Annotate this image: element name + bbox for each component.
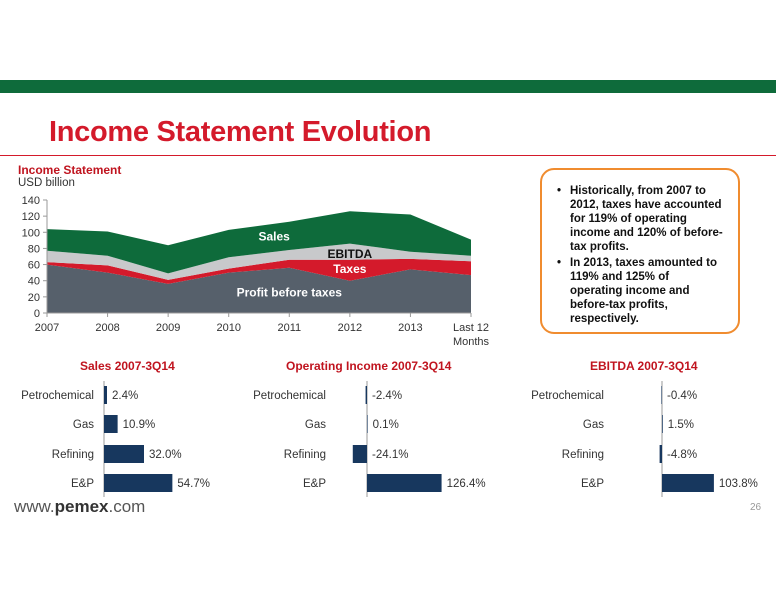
series-label: EBITDA <box>328 247 373 261</box>
sales-value-label: 54.7% <box>177 478 210 490</box>
sales-category-label: Petrochemical <box>21 390 94 402</box>
x-tick-label: 2007 <box>35 322 59 334</box>
footer-url-suffix: .com <box>108 497 146 516</box>
x-tick-label: Months <box>453 336 490 348</box>
callout-list: Historically, from 2007 to 2012, taxes h… <box>556 184 724 326</box>
x-tick-label: 2011 <box>277 322 301 334</box>
operating-income-category-label: E&P <box>303 478 326 490</box>
y-tick-label: 80 <box>28 243 40 255</box>
ebitda-category-label: E&P <box>581 478 604 490</box>
sales-bar <box>104 474 173 492</box>
sales-category-label: Refining <box>52 449 94 461</box>
ebitda-bar <box>659 445 662 463</box>
sales-value-label: 2.4% <box>112 390 138 402</box>
main-chart-heading: Income Statement <box>18 163 122 177</box>
callout-box: Historically, from 2007 to 2012, taxes h… <box>540 168 740 334</box>
sales-bar <box>104 445 144 463</box>
y-tick-label: 20 <box>28 292 40 304</box>
sales-value-label: 32.0% <box>149 449 182 461</box>
area-series-ebitda <box>47 243 471 280</box>
x-tick-label: 2010 <box>216 322 240 334</box>
sales-bar <box>104 386 107 404</box>
main-chart-unit: USD billion <box>18 177 75 189</box>
area-series-sales <box>47 211 471 274</box>
series-label: Taxes <box>333 262 366 276</box>
title-divider <box>0 155 776 156</box>
operating-income-chart-title: Operating Income 2007-3Q14 <box>286 359 452 373</box>
ebitda-category-label: Petrochemical <box>531 390 604 402</box>
operating-income-value-label: 0.1% <box>373 419 399 431</box>
operating-income-category-label: Gas <box>305 419 326 431</box>
operating-income-bar <box>352 445 367 463</box>
footer-website-link[interactable]: www.pemex.com <box>14 497 145 517</box>
y-tick-label: 0 <box>34 308 40 320</box>
sales-chart-title: Sales 2007-3Q14 <box>80 359 175 373</box>
sales-value-label: 10.9% <box>123 419 156 431</box>
ebitda-chart-title: EBITDA 2007-3Q14 <box>590 359 698 373</box>
callout-bullet: In 2013, taxes amounted to 119% and 125%… <box>557 256 724 326</box>
footer-url-prefix: www. <box>14 497 55 516</box>
sales-category-label: Gas <box>73 419 94 431</box>
y-tick-label: 100 <box>22 227 40 239</box>
operating-income-value-label: 126.4% <box>447 478 486 490</box>
operating-income-value-label: -2.4% <box>372 390 402 402</box>
y-tick-label: 120 <box>22 211 40 223</box>
ebitda-category-label: Refining <box>562 449 604 461</box>
ebitda-value-label: 1.5% <box>668 419 694 431</box>
callout-bullet: Historically, from 2007 to 2012, taxes h… <box>557 184 724 254</box>
operating-income-bar <box>367 415 368 433</box>
x-tick-label: 2012 <box>338 322 362 334</box>
ebitda-category-label: Gas <box>583 419 604 431</box>
ebitda-bar <box>662 474 714 492</box>
series-label: Sales <box>258 229 290 243</box>
x-tick-label: 2009 <box>156 322 180 334</box>
x-tick-label: 2013 <box>398 322 422 334</box>
operating-income-category-label: Petrochemical <box>253 390 326 402</box>
y-tick-label: 60 <box>28 260 40 272</box>
operating-income-bar <box>365 386 367 404</box>
x-tick-label: 2008 <box>95 322 119 334</box>
ebitda-bar <box>661 386 662 404</box>
y-tick-label: 40 <box>28 276 40 288</box>
area-series-taxes <box>47 258 471 284</box>
x-tick-label: Last 12 <box>453 322 489 334</box>
operating-income-bar <box>367 474 442 492</box>
footer-url-brand: pemex <box>54 497 109 516</box>
ebitda-bar <box>662 415 663 433</box>
operating-income-value-label: -24.1% <box>372 449 408 461</box>
sales-bar <box>104 415 118 433</box>
area-series-profit-before-taxes <box>47 264 471 313</box>
ebitda-value-label: 103.8% <box>719 478 758 490</box>
page-number: 26 <box>750 502 762 513</box>
operating-income-category-label: Refining <box>284 449 326 461</box>
sales-category-label: E&P <box>71 478 94 490</box>
y-tick-label: 140 <box>22 195 40 207</box>
header-green-bar <box>0 80 776 93</box>
series-label: Profit before taxes <box>237 286 343 300</box>
ebitda-value-label: -0.4% <box>667 390 697 402</box>
page-title: Income Statement Evolution <box>49 116 432 148</box>
ebitda-value-label: -4.8% <box>667 449 697 461</box>
